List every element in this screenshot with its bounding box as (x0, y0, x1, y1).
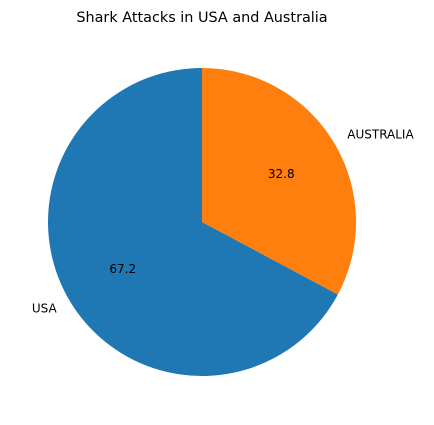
slice-label-australia: AUSTRALIA (347, 127, 414, 141)
pie-labels: USA 67.2 AUSTRALIA 32.8 (32, 127, 415, 315)
chart-title: Shark Attacks in USA and Australia (76, 10, 327, 26)
pie-slices (48, 68, 357, 376)
slice-australia (202, 68, 357, 295)
slice-value-australia: 32.8 (268, 167, 295, 181)
slice-usa (48, 68, 338, 376)
slice-value-usa: 67.2 (109, 262, 136, 276)
slice-label-usa: USA (32, 302, 58, 316)
